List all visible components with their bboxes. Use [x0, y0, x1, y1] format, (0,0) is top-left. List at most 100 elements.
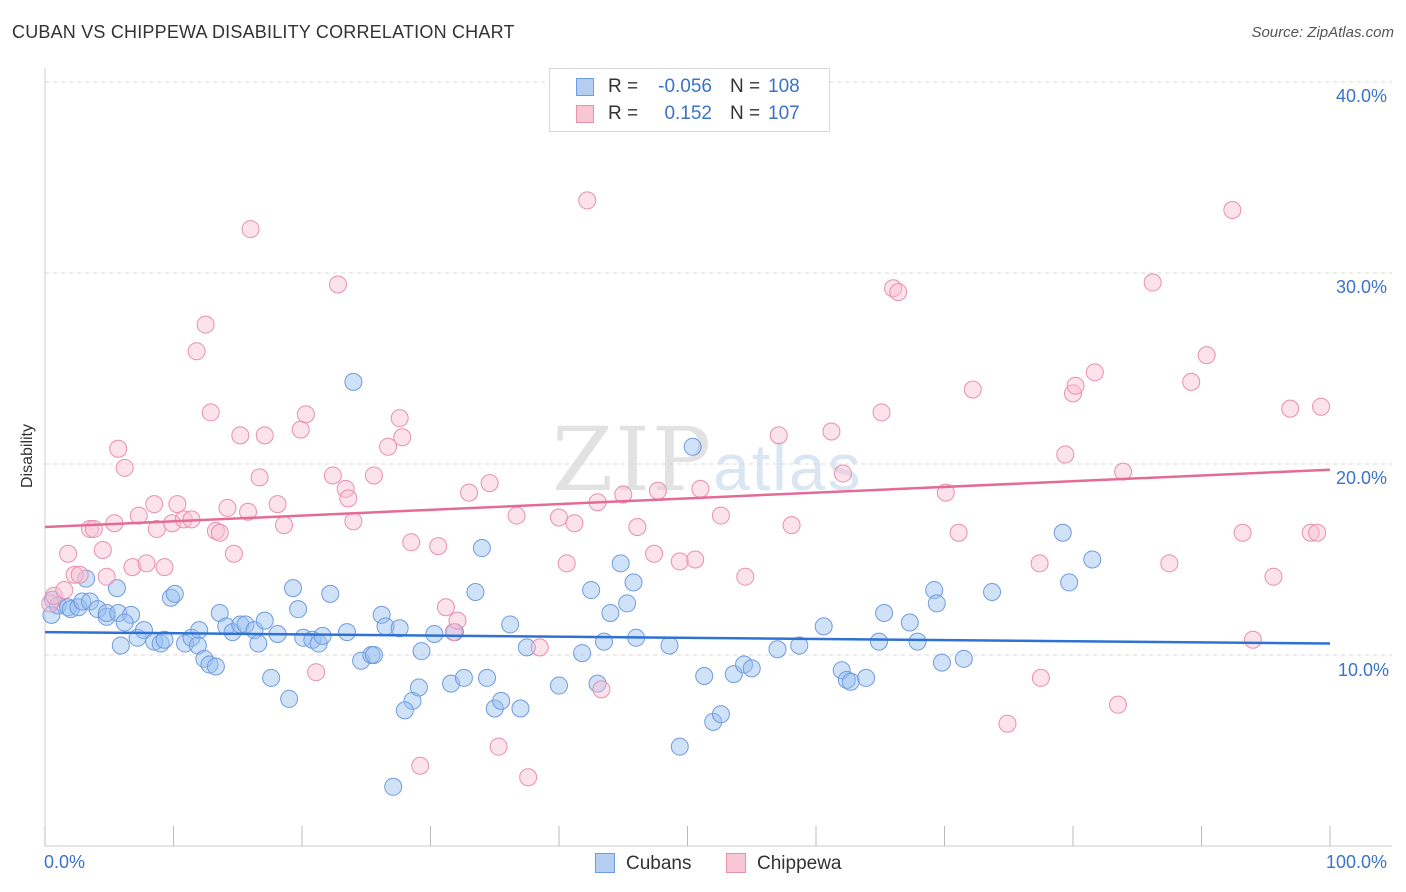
chippewa-point — [44, 586, 63, 605]
y-tick-30: 30.0% — [1336, 277, 1388, 297]
cubans-point — [313, 626, 332, 645]
cubans-point — [364, 646, 383, 664]
chippewa-point — [201, 403, 220, 422]
chippewa-point — [1182, 372, 1201, 391]
y-axis-label: Disability — [19, 423, 36, 489]
chippewa-point — [250, 468, 269, 487]
cubans-point — [289, 600, 308, 619]
y-tick-40: 40.0% — [1336, 86, 1388, 106]
cubans-point — [206, 657, 225, 676]
chippewa-point — [1243, 630, 1262, 649]
cubans-point — [454, 668, 473, 687]
cubans-point — [255, 611, 274, 630]
chippewa-point — [109, 439, 128, 458]
legend-r-value: 0.152 — [664, 103, 712, 124]
cubans-point — [111, 636, 130, 655]
cubans-point — [478, 668, 497, 687]
cubans-point — [660, 636, 679, 655]
chippewa-point — [323, 466, 342, 485]
axes — [44, 68, 1392, 847]
legend-swatch-cubans — [576, 78, 594, 96]
chippewa-point — [1308, 523, 1327, 542]
chippewa-points — [41, 191, 1331, 787]
bottom-legend-swatch-cubans — [595, 853, 615, 873]
chippewa-point — [448, 611, 467, 630]
chippewa-point — [1160, 554, 1179, 573]
chippewa-point — [557, 554, 576, 573]
chippewa-point — [224, 544, 243, 563]
chippewa-point — [1301, 523, 1320, 542]
chippewa-point — [833, 464, 852, 483]
cubans-point — [857, 668, 876, 687]
chippewa-point — [84, 519, 103, 538]
chippewa-point — [344, 512, 363, 531]
chippewa-point — [255, 426, 274, 445]
chippewa-point — [393, 428, 412, 447]
chippewa-point — [123, 558, 142, 577]
cubans-point — [190, 621, 209, 640]
chippewa-point — [339, 489, 358, 508]
cubans-point — [284, 579, 303, 598]
chippewa-point — [65, 565, 84, 584]
cubans-point — [814, 617, 833, 636]
cubans-points — [42, 372, 1102, 796]
cubans-point — [869, 632, 888, 651]
chippewa-point — [507, 506, 526, 525]
chippewa-point — [822, 422, 841, 441]
y-tick-20: 20.0% — [1336, 468, 1388, 488]
chippewa-point — [436, 598, 455, 617]
source-note: Source: ZipAtlas.com — [1251, 24, 1394, 41]
bottom-legend-label-cubans: Cubans — [626, 853, 692, 874]
chippewa-point — [55, 581, 74, 600]
bottom-legend-swatch-chippewa — [726, 853, 746, 873]
chippewa-point — [736, 567, 755, 586]
chippewa-point — [163, 514, 182, 533]
legend-n-label: N = — [730, 76, 761, 97]
cubans-point — [841, 672, 860, 691]
cubans-point — [954, 649, 973, 668]
cubans-point — [742, 659, 761, 678]
cubans-point — [1083, 550, 1102, 569]
chippewa-point — [59, 544, 78, 563]
trend-lines — [44, 468, 1331, 645]
cubans-point — [262, 668, 281, 687]
cubans-point — [932, 653, 951, 672]
cubans-point — [390, 619, 409, 638]
cubans-point — [425, 624, 444, 643]
chippewa-point — [390, 409, 409, 428]
chippewa-point — [550, 508, 568, 527]
chippewa-point — [155, 558, 174, 577]
cubans-point — [200, 655, 219, 674]
chippewa-point — [1312, 397, 1331, 416]
cubans-trend-line — [44, 630, 1331, 645]
cubans-point — [472, 539, 491, 558]
cubans-point — [115, 613, 134, 632]
legend-r-value: -0.056 — [658, 76, 712, 97]
legend-r-label: R = — [608, 76, 639, 97]
chippewa-point — [592, 680, 611, 699]
chippewa-point — [402, 533, 421, 552]
chippewa-point — [670, 552, 689, 571]
cubans-point — [683, 437, 702, 456]
chippewa-point — [364, 466, 383, 485]
chippewa-point — [1031, 668, 1050, 687]
cubans-point — [492, 691, 511, 710]
chippewa-point — [1056, 445, 1075, 464]
gridlines — [45, 81, 1392, 656]
cubans-point — [42, 605, 61, 624]
cubans-point — [372, 605, 391, 624]
chippewa-point — [782, 516, 801, 535]
chippewa-point — [648, 481, 667, 500]
chippewa-point — [115, 458, 134, 477]
bottom-legend-label-chippewa: Chippewa — [757, 853, 842, 874]
cubans-point — [321, 584, 340, 603]
legend-r-label: R = — [608, 103, 639, 124]
cubans-point — [925, 581, 944, 600]
cubans-point — [573, 644, 592, 663]
cubans-point — [511, 699, 530, 718]
cubans-point — [983, 582, 1002, 601]
cubans-point — [97, 607, 116, 626]
chippewa-point — [686, 550, 705, 569]
legend-row-chippewa: R = 0.152 N = 107 — [550, 100, 829, 126]
